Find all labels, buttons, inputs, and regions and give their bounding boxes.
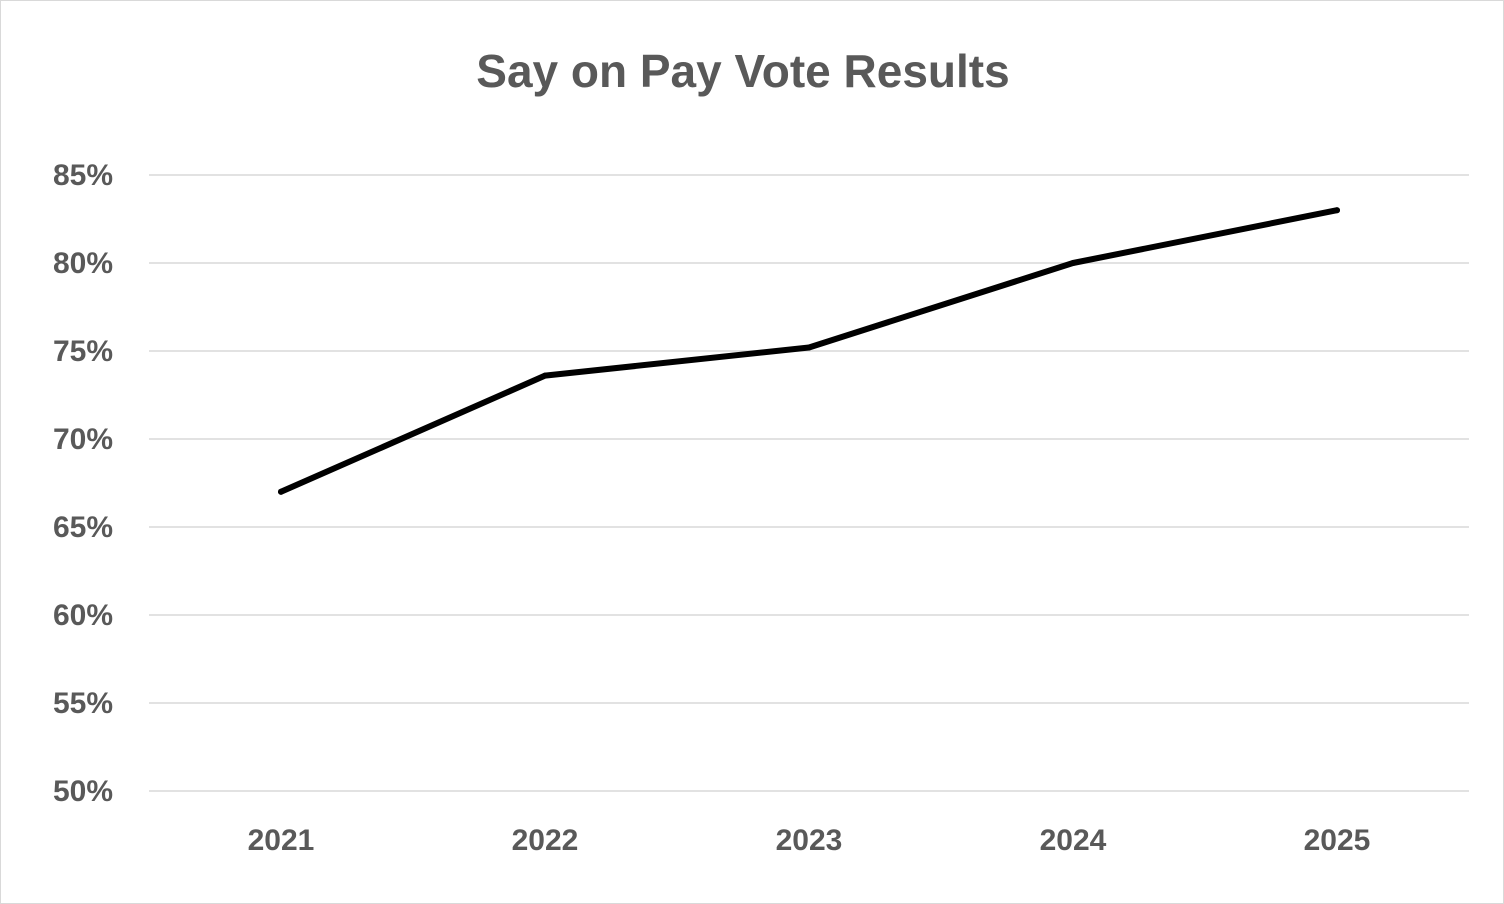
y-tick-label-80: 80% [53, 247, 113, 280]
x-tick-label-2022: 2022 [512, 824, 579, 857]
y-tick-label-85: 85% [53, 159, 113, 192]
data-point-2022 [542, 372, 548, 379]
x-tick-label-2023: 2023 [776, 824, 843, 857]
y-tick-label-65: 65% [53, 511, 113, 544]
series-lines [278, 207, 1340, 495]
data-point-2025 [1334, 207, 1340, 214]
y-tick-label-70: 70% [53, 423, 113, 456]
y-tick-label-55: 55% [53, 687, 113, 720]
gridlines [149, 174, 1469, 792]
y-axis-tick-labels: 50% 55% 60% 65% 70% 75% 80% 85% [53, 159, 113, 808]
x-axis-tick-labels: 2021 2022 2023 2024 2025 [248, 824, 1371, 857]
chart-title: Say on Pay Vote Results [476, 45, 1009, 97]
data-point-2021 [278, 488, 284, 495]
data-point-2024 [1070, 260, 1076, 266]
x-tick-label-2025: 2025 [1304, 824, 1371, 857]
x-tick-label-2024: 2024 [1040, 824, 1107, 857]
x-tick-label-2021: 2021 [248, 824, 315, 857]
y-tick-label-75: 75% [53, 335, 113, 368]
y-tick-label-60: 60% [53, 599, 113, 632]
y-tick-label-50: 50% [53, 775, 113, 808]
data-point-2023 [806, 344, 812, 351]
